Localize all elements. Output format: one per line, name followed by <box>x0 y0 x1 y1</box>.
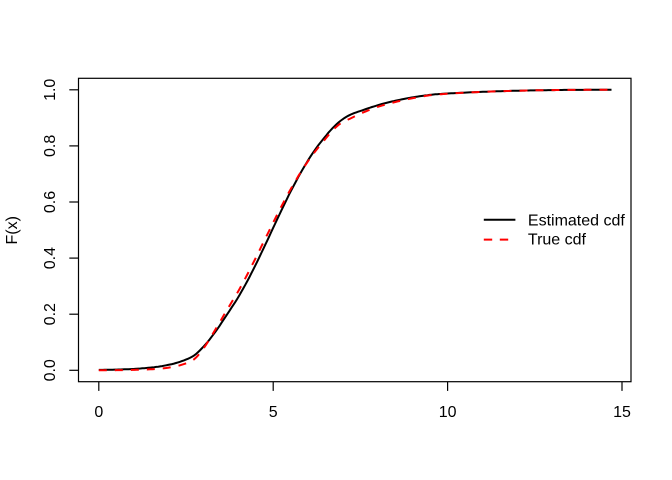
svg-text:15: 15 <box>613 404 631 421</box>
svg-text:0.2: 0.2 <box>42 303 59 325</box>
svg-text:1.0: 1.0 <box>42 79 59 101</box>
svg-text:0: 0 <box>94 404 103 421</box>
svg-text:Estimated cdf: Estimated cdf <box>528 212 625 229</box>
svg-text:5: 5 <box>269 404 278 421</box>
svg-text:0.4: 0.4 <box>42 247 59 269</box>
svg-text:0.8: 0.8 <box>42 135 59 157</box>
svg-text:10: 10 <box>439 404 457 421</box>
svg-text:True cdf: True cdf <box>528 232 587 249</box>
svg-text:0.6: 0.6 <box>42 191 59 213</box>
svg-text:F(x): F(x) <box>4 216 21 244</box>
svg-text:0.0: 0.0 <box>42 359 59 381</box>
